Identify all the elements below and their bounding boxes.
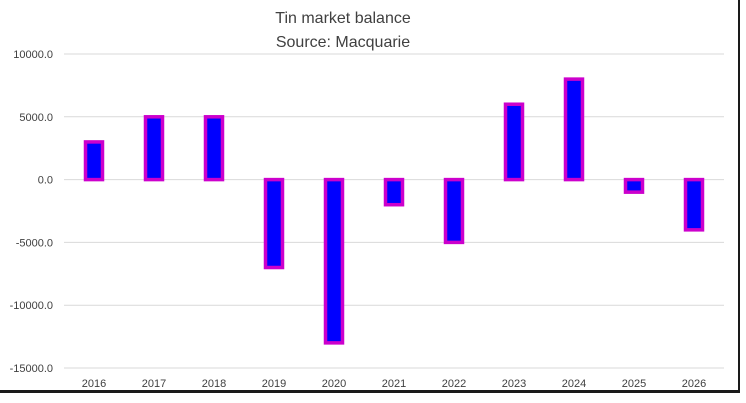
x-tick-label: 2020 (322, 378, 346, 390)
bar (263, 177, 285, 270)
chart-subtitle: Source: Macquarie (275, 34, 411, 51)
bar (83, 140, 105, 182)
bar (623, 177, 645, 194)
bar-chart: 10000.0 5000.0 0.0 -5000.0 -10000.0 -15000.0 2… (10, 49, 724, 390)
y-tick-label: -10000.0 (10, 300, 53, 312)
bar (323, 177, 345, 345)
x-tick-label: 2021 (382, 378, 406, 390)
y-tick-label: -5000.0 (16, 237, 53, 249)
x-tick-label: 2026 (682, 378, 706, 390)
bar (143, 115, 165, 182)
bar (563, 77, 585, 182)
x-tick-label: 2024 (562, 378, 586, 390)
bar (203, 115, 225, 182)
bar (443, 177, 465, 245)
bar (683, 177, 705, 232)
y-tick-label: 0.0 (38, 175, 53, 187)
y-tick-label: 5000.0 (19, 112, 53, 124)
y-tick-label: -15000.0 (10, 363, 53, 375)
x-tick-label: 2017 (142, 378, 166, 390)
x-tick-label: 2018 (202, 378, 226, 390)
x-tick-label: 2016 (82, 378, 106, 390)
bar (383, 177, 405, 207)
x-tick-label: 2023 (502, 378, 526, 390)
chart-frame: Tin market balance Source: Macquarie 100… (0, 0, 740, 393)
x-tick-label: 2025 (622, 378, 646, 390)
bar (503, 102, 525, 182)
x-tick-label: 2022 (442, 378, 466, 390)
chart-title: Tin market balance (275, 10, 411, 27)
y-tick-label: 10000.0 (13, 49, 53, 61)
x-tick-label: 2019 (262, 378, 286, 390)
